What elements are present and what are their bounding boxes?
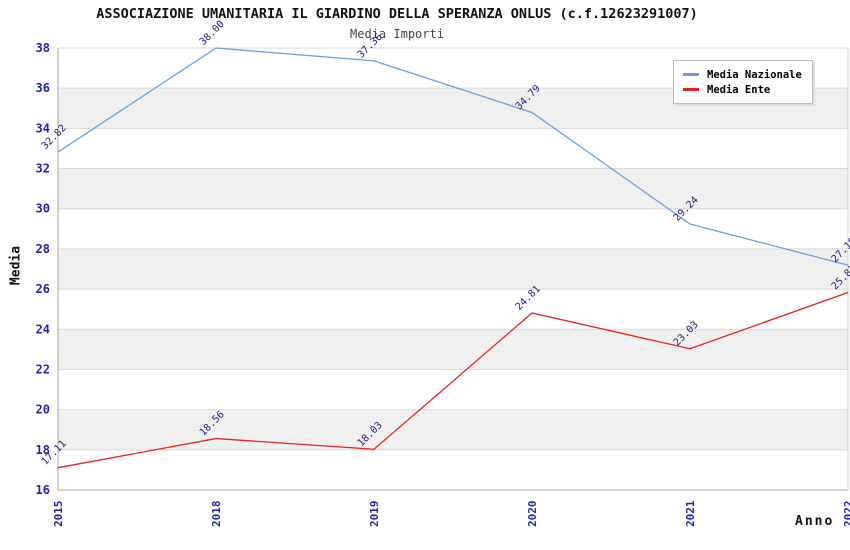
y-tick-label: 16 bbox=[36, 483, 50, 497]
plot-band bbox=[58, 208, 848, 249]
point-label-media-nazionale: 38.00 bbox=[198, 19, 227, 48]
y-tick-label: 36 bbox=[36, 81, 50, 95]
x-tick-label: 2018 bbox=[210, 501, 223, 528]
x-tick-label: 2019 bbox=[368, 501, 381, 528]
legend: Media Nazionale Media Ente bbox=[673, 60, 813, 104]
legend-label: Media Nazionale bbox=[707, 68, 802, 81]
legend-line-swatch-blue bbox=[683, 73, 699, 76]
y-tick-label: 22 bbox=[36, 362, 50, 376]
y-tick-label: 34 bbox=[36, 121, 50, 135]
legend-item-media-nazionale: Media Nazionale bbox=[683, 67, 803, 82]
plot-band bbox=[58, 369, 848, 410]
plot-band bbox=[58, 128, 848, 169]
y-tick-label: 20 bbox=[36, 403, 50, 417]
legend-line-swatch-red bbox=[683, 88, 699, 91]
y-tick-label: 30 bbox=[36, 202, 50, 216]
x-tick-label: 2015 bbox=[52, 501, 65, 528]
chart-title: ASSOCIAZIONE UMANITARIA IL GIARDINO DELL… bbox=[96, 6, 698, 22]
y-tick-label: 24 bbox=[36, 322, 50, 336]
series-line-media-nazionale bbox=[57, 47, 849, 266]
plot-band bbox=[58, 248, 848, 290]
plot-band bbox=[58, 168, 848, 209]
x-tick-label: 2022 bbox=[842, 501, 850, 528]
x-tick-label: 2020 bbox=[526, 501, 539, 528]
series-line-media-ente bbox=[57, 291, 849, 469]
y-tick-label: 18 bbox=[36, 443, 50, 457]
chart-subtitle: Media Importi bbox=[350, 27, 444, 41]
y-axis-title: Media bbox=[8, 245, 24, 286]
y-tick-label: 28 bbox=[36, 242, 50, 256]
y-tick-label: 32 bbox=[36, 162, 50, 176]
plot-band bbox=[58, 329, 848, 370]
y-tick-label: 26 bbox=[36, 282, 50, 296]
plot-band bbox=[58, 289, 848, 330]
legend-item-media-ente: Media Ente bbox=[683, 82, 803, 97]
x-tick-label: 2021 bbox=[684, 500, 697, 527]
plot-band bbox=[58, 409, 848, 450]
plot-band bbox=[58, 449, 848, 490]
x-axis-title: Anno bbox=[795, 514, 835, 529]
legend-label: Media Ente bbox=[707, 83, 771, 96]
y-tick-label: 38 bbox=[36, 41, 50, 55]
